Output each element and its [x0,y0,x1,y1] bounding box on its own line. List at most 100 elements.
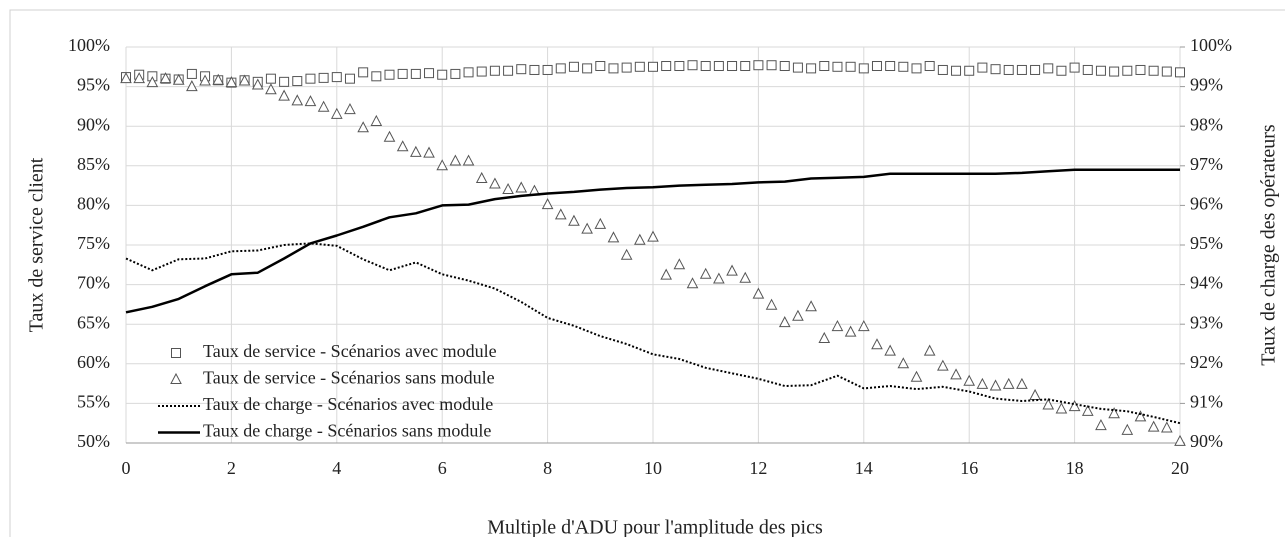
marker-square [516,64,527,75]
marker-triangle [304,95,317,107]
marker-triangle [726,264,738,276]
marker-square [924,61,935,72]
marker-square [265,73,276,84]
marker-triangle [686,277,699,289]
marker-square [344,73,355,84]
marker-triangle [344,102,356,115]
line-series [125,168,1180,314]
marker-triangle [146,76,159,88]
marker-square [1122,65,1133,76]
x-axis-title: Multiple d'ADU pour l'amplitude des pics [487,517,823,537]
y-axis-title: Taux de service client [26,157,48,332]
marker-triangle [989,379,1002,391]
marker-square [437,69,448,80]
y2-tick-label: 95% [1190,233,1223,253]
marker-square [674,61,685,72]
marker-square [937,64,948,75]
marker-triangle [792,309,804,321]
marker-triangle [410,145,422,157]
marker-triangle [805,300,817,312]
marker-square [621,62,632,73]
marker-triangle [159,72,172,84]
line-series [125,242,1181,425]
marker-triangle [1042,398,1055,410]
marker-triangle [699,267,712,279]
marker-square [424,68,435,79]
x-tick-label: 8 [543,458,552,478]
marker-square [489,65,500,76]
marker-square [648,61,658,72]
marker-square [450,68,461,79]
marker-square [1030,64,1041,75]
marker-triangle [1121,423,1134,435]
marker-square [463,67,474,78]
marker-triangle [278,89,290,101]
marker-square [1161,66,1172,77]
marker-square [410,68,421,79]
marker-square [595,61,606,72]
x-tick-label: 14 [855,458,873,478]
marker-triangle [633,233,646,245]
marker-triangle [1147,420,1160,432]
y2-tick-label: 99% [1190,75,1223,95]
marker-triangle [357,121,369,133]
marker-triangle [330,107,343,119]
marker-square [951,65,962,76]
x-tick-label: 4 [332,458,341,478]
marker-square [753,60,764,71]
marker-square [186,68,197,79]
y2-tick-label: 92% [1190,352,1223,372]
marker-triangle [752,287,765,299]
y2-tick-label: 91% [1190,392,1223,412]
marker-triangle [396,140,409,152]
y-tick-label: 60% [77,352,110,372]
marker-square [384,69,395,80]
marker-square [568,61,579,72]
marker-square [766,60,777,71]
marker-triangle [1108,407,1120,419]
marker-triangle [370,114,383,126]
marker-triangle [120,72,132,84]
marker-triangle [831,320,844,332]
y2-axis-title: Taux de charge des opérateurs [1258,124,1280,366]
y2-tick-label: 98% [1190,114,1223,134]
marker-square [687,60,698,71]
marker-square [1082,64,1093,75]
y-tick-label: 55% [77,392,110,412]
marker-triangle [739,271,752,283]
marker-square [792,62,803,73]
marker-triangle [1068,399,1081,412]
marker-square [740,61,751,72]
marker-square [1148,65,1159,76]
marker-triangle [186,80,198,92]
legend-label: Taux de charge - Scénarios avec module [203,394,493,414]
marker-square [661,61,672,72]
marker-triangle [950,368,962,380]
marker-triangle [1029,388,1041,400]
marker-triangle [778,316,791,328]
x-tick-label: 0 [122,458,131,478]
legend-label: Taux de service - Scénarios sans module [203,368,495,388]
x-tick-label: 20 [1171,458,1189,478]
marker-square [911,63,922,74]
marker-triangle [383,130,396,142]
marker-triangle [462,154,475,166]
marker-triangle [515,181,528,193]
marker-triangle [238,74,251,86]
legend-label: Taux de service - Scénarios avec module [203,341,497,361]
marker-square [542,64,553,75]
marker-triangle [133,72,146,84]
marker-triangle [423,146,435,158]
marker-square [555,63,566,74]
marker-triangle [818,331,831,343]
marker-square [964,65,975,76]
marker-square [358,67,369,78]
marker-triangle [884,344,896,356]
marker-triangle [436,159,449,171]
y-tick-label: 50% [77,431,110,451]
marker-triangle [963,374,976,386]
marker-triangle [489,177,501,189]
y-tick-label: 90% [77,114,110,134]
marker-square [331,72,342,83]
